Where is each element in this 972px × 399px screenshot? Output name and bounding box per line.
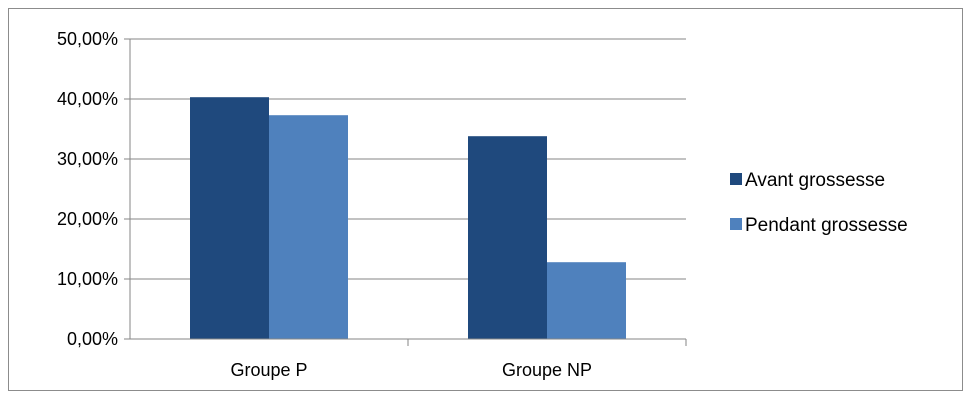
y-tick-label: 30,00% (57, 149, 118, 169)
x-tick-label: Groupe P (230, 360, 307, 380)
x-tick-labels: Groupe P Groupe NP (230, 360, 592, 380)
bar (547, 262, 626, 339)
bars (190, 97, 626, 339)
y-tick-label: 0,00% (67, 329, 118, 349)
legend-label: Pendant grossesse (745, 215, 908, 236)
y-tick-label: 20,00% (57, 209, 118, 229)
bar (190, 97, 269, 339)
legend: Avant grossesse Pendant grossesse (730, 170, 908, 236)
legend-swatch (730, 173, 742, 185)
legend-label: Avant grossesse (745, 170, 885, 191)
y-tick-label: 40,00% (57, 89, 118, 109)
y-tick-label: 50,00% (57, 29, 118, 49)
x-tick-label: Groupe NP (502, 360, 592, 380)
axes (124, 38, 687, 346)
bar (269, 115, 348, 339)
bar (468, 136, 547, 339)
y-tick-labels: 0,00% 10,00% 20,00% 30,00% 40,00% 50,00% (57, 29, 118, 349)
y-tick-label: 10,00% (57, 269, 118, 289)
legend-swatch (730, 218, 742, 230)
